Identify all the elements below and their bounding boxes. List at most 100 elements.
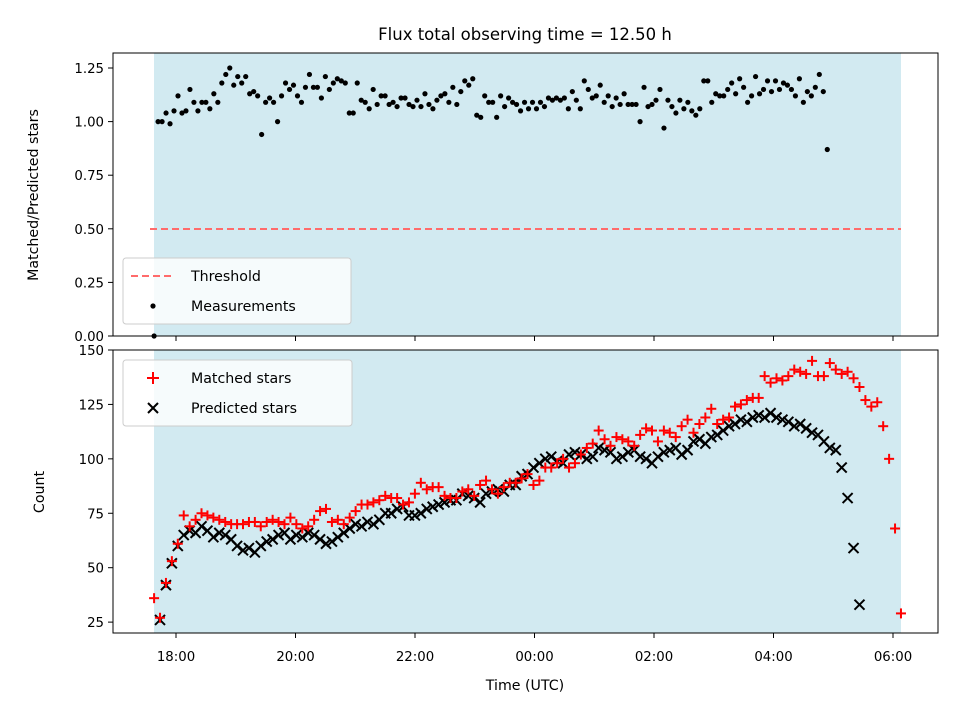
measurement-point — [247, 91, 253, 97]
matched-stars-point — [706, 403, 717, 414]
predicted-stars-point — [634, 450, 646, 463]
measurement-point — [490, 99, 496, 105]
matched-stars-point — [291, 519, 302, 530]
predicted-stars-point — [675, 448, 688, 461]
matched-stars-point — [694, 419, 705, 430]
x-tick-label: 04:00 — [754, 650, 792, 665]
measurement-point — [374, 101, 380, 108]
predicted-stars-point — [764, 407, 777, 419]
matched-stars-point — [759, 371, 770, 382]
measurement-point — [306, 71, 313, 78]
measurement-point — [171, 108, 177, 114]
top-y-tick-label: 0.75 — [74, 169, 104, 184]
predicted-stars-point — [693, 433, 706, 445]
measurement-point — [263, 99, 269, 105]
measurement-point — [784, 82, 791, 88]
predicted-stars-point — [213, 527, 226, 539]
matched-stars-point — [398, 499, 409, 510]
predicted-stars-point — [308, 529, 320, 541]
measurement-point — [609, 103, 615, 110]
measurement-point — [745, 99, 751, 105]
predicted-stars-point — [640, 453, 652, 465]
x-tick-label: 20:00 — [276, 650, 314, 665]
measurement-point — [816, 71, 822, 78]
measurement-point — [410, 103, 416, 110]
predicted-stars-point — [243, 542, 255, 554]
measurement-point — [334, 76, 340, 82]
measurement-point — [605, 93, 611, 99]
measurement-point — [278, 93, 285, 99]
measurement-point — [693, 112, 699, 118]
matched-stars-point — [676, 421, 687, 432]
measurement-point — [565, 106, 571, 112]
matched-stars-point — [771, 373, 782, 384]
matched-stars-point — [261, 516, 272, 527]
matched-stars-point — [338, 519, 349, 530]
matched-stars-point — [309, 514, 320, 525]
measurement-point — [187, 86, 193, 93]
predicted-stars-point — [687, 435, 700, 448]
measurement-point — [346, 110, 352, 116]
matched-stars-point — [783, 371, 794, 382]
top-panel: 0.00 0.25 0.50 0.75 1.00 1.25 Matched/Predict… — [26, 52, 939, 345]
legend-measurements-swatch — [150, 303, 156, 309]
bottom-y-tick-label: 150 — [79, 344, 104, 359]
legend-measurements-label: Measurements — [191, 299, 296, 315]
matched-stars-point — [297, 523, 308, 534]
predicted-stars-point — [343, 522, 356, 535]
measurement-point — [259, 131, 265, 138]
predicted-stars-point — [178, 529, 190, 541]
measurement-point — [601, 99, 607, 105]
measurement-point — [748, 93, 755, 99]
predicted-stars-point — [266, 533, 279, 546]
measurement-point — [641, 84, 647, 90]
predicted-stars-point — [569, 446, 581, 459]
predicted-stars-point — [563, 448, 575, 461]
measurement-point — [820, 88, 826, 95]
matched-stars-point — [635, 429, 646, 440]
measurement-point — [577, 106, 583, 112]
matched-stars-point — [647, 425, 658, 436]
predicted-stars-point — [788, 420, 800, 432]
measurement-point — [322, 73, 328, 80]
matched-stars-point — [374, 495, 385, 506]
measurement-point — [545, 95, 552, 101]
matched-stars-point — [878, 421, 889, 432]
predicted-stars-point — [735, 413, 747, 426]
matched-stars-point — [652, 436, 663, 447]
measurement-point — [414, 97, 420, 103]
matched-stars-point — [392, 493, 403, 504]
measurement-point — [617, 101, 623, 108]
measurement-point — [589, 95, 595, 101]
measurement-point — [657, 86, 663, 93]
matched-stars-point — [279, 519, 290, 530]
measurement-point — [629, 101, 635, 108]
predicted-stars-point — [290, 529, 303, 541]
measurement-point — [649, 101, 655, 108]
measurement-point — [406, 101, 412, 108]
measurement-point — [274, 119, 281, 125]
matched-stars-point — [765, 377, 776, 388]
predicted-stars-point — [355, 520, 368, 533]
matched-stars-point — [629, 440, 640, 451]
legend-matched-swatch — [147, 372, 159, 384]
matched-stars-point — [818, 371, 829, 382]
predicted-stars-point — [296, 531, 308, 543]
measurement-point — [756, 91, 763, 97]
matched-stars-point — [546, 462, 557, 473]
matched-stars-point — [350, 506, 361, 517]
top-y-axis-label: Matched/Predicted stars — [26, 109, 42, 281]
measurement-point — [549, 97, 556, 103]
matched-stars-point — [208, 512, 219, 523]
matched-stars-point — [439, 490, 450, 501]
measurement-point — [661, 125, 667, 131]
measurement-point — [390, 99, 396, 105]
matched-stars-point — [860, 395, 871, 406]
matched-stars-point — [617, 434, 628, 445]
measurement-point — [713, 91, 719, 97]
predicted-stars-point — [841, 492, 854, 504]
predicted-stars-point — [195, 520, 208, 533]
predicted-stars-point — [770, 411, 783, 424]
measurement-point — [442, 91, 448, 97]
matched-stars-point — [190, 514, 201, 525]
